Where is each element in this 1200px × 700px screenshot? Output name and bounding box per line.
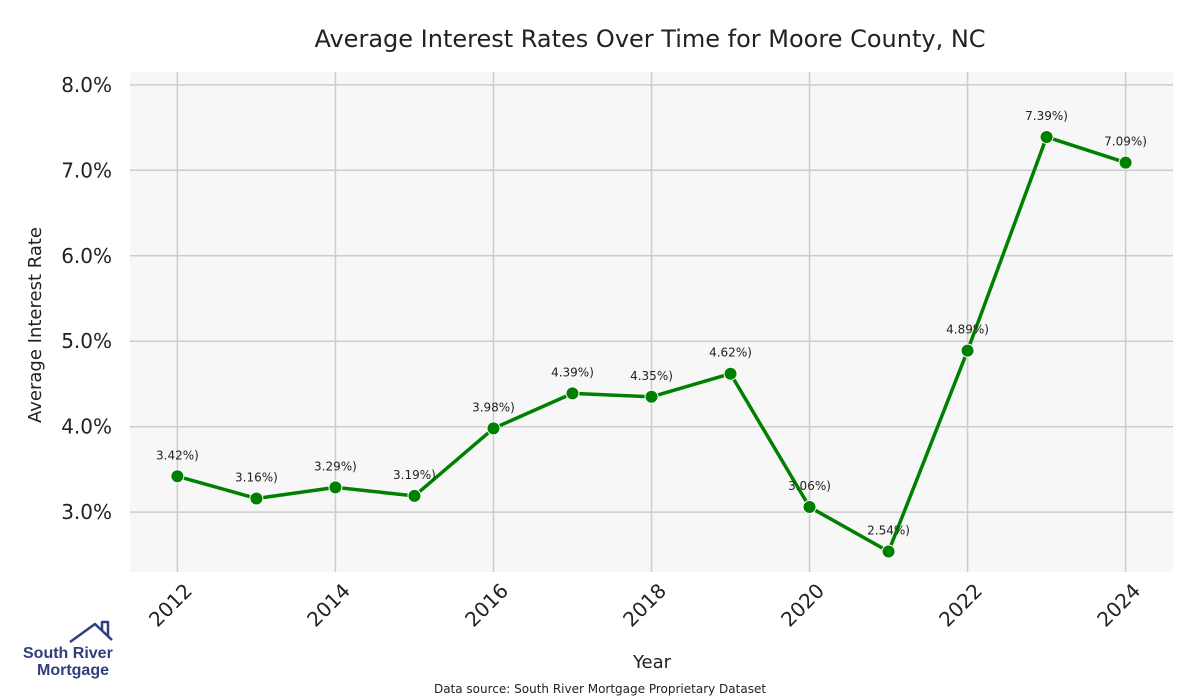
data-label: 3.16%)	[235, 470, 278, 484]
y-axis-ticks: 3.0% 4.0% 5.0% 6.0% 7.0% 8.0%	[61, 73, 112, 524]
x-tick-label: 2014	[302, 579, 355, 632]
data-point	[1118, 155, 1133, 170]
y-tick-label: 4.0%	[61, 415, 112, 439]
data-point	[407, 488, 422, 503]
data-label: 7.39%)	[1025, 109, 1068, 123]
data-label: 3.06%)	[788, 479, 831, 493]
y-tick-label: 8.0%	[61, 73, 112, 97]
data-labels: 3.42%) 3.16%) 3.29%) 3.19%) 3.98%) 4.39%) 4.35…	[156, 109, 1147, 538]
x-tick-label: 2024	[1092, 579, 1145, 632]
house-roof-icon	[69, 620, 113, 644]
data-point	[960, 343, 975, 358]
data-point	[802, 500, 817, 515]
data-label: 4.62%)	[709, 346, 752, 360]
y-tick-label: 3.0%	[61, 500, 112, 524]
data-label: 4.35%)	[630, 369, 673, 383]
data-label: 3.19%)	[393, 468, 436, 482]
data-point	[644, 389, 659, 404]
company-logo: South River Mortgage	[23, 620, 113, 679]
y-axis-label: Average Interest Rate	[25, 227, 46, 423]
x-tick-label: 2022	[934, 579, 987, 632]
x-tick-label: 2020	[776, 579, 829, 632]
data-label: 3.98%)	[472, 400, 515, 414]
data-point	[486, 421, 501, 436]
data-source-note: Data source: South River Mortgage Propri…	[434, 682, 766, 696]
data-point	[881, 544, 896, 559]
y-tick-label: 7.0%	[61, 158, 112, 182]
x-tick-label: 2016	[460, 579, 513, 632]
x-gridlines	[176, 72, 1127, 572]
logo-line-2: Mortgage	[37, 662, 109, 679]
y-tick-label: 5.0%	[61, 329, 112, 353]
data-point	[565, 386, 580, 401]
data-point	[723, 366, 738, 381]
data-point	[328, 480, 343, 495]
data-label: 3.29%)	[314, 459, 357, 473]
x-tick-label: 2012	[144, 579, 197, 632]
x-axis-label: Year	[632, 652, 672, 673]
series-points	[170, 129, 1133, 559]
data-label: 4.89%)	[946, 323, 989, 337]
data-point	[170, 469, 185, 484]
data-point	[1039, 129, 1054, 144]
x-tick-label: 2018	[618, 579, 671, 632]
logo-line-1: South River	[23, 645, 113, 662]
data-label: 2.54%)	[867, 523, 910, 537]
data-label: 4.39%)	[551, 365, 594, 379]
data-label: 7.09%)	[1104, 135, 1147, 149]
data-point	[249, 491, 264, 506]
x-axis-ticks: 2012 2014 2016 2018 2020 2022 2024	[144, 579, 1145, 632]
y-tick-label: 6.0%	[61, 244, 112, 268]
data-label: 3.42%)	[156, 448, 199, 462]
chart-title: Average Interest Rates Over Time for Moo…	[314, 25, 985, 53]
